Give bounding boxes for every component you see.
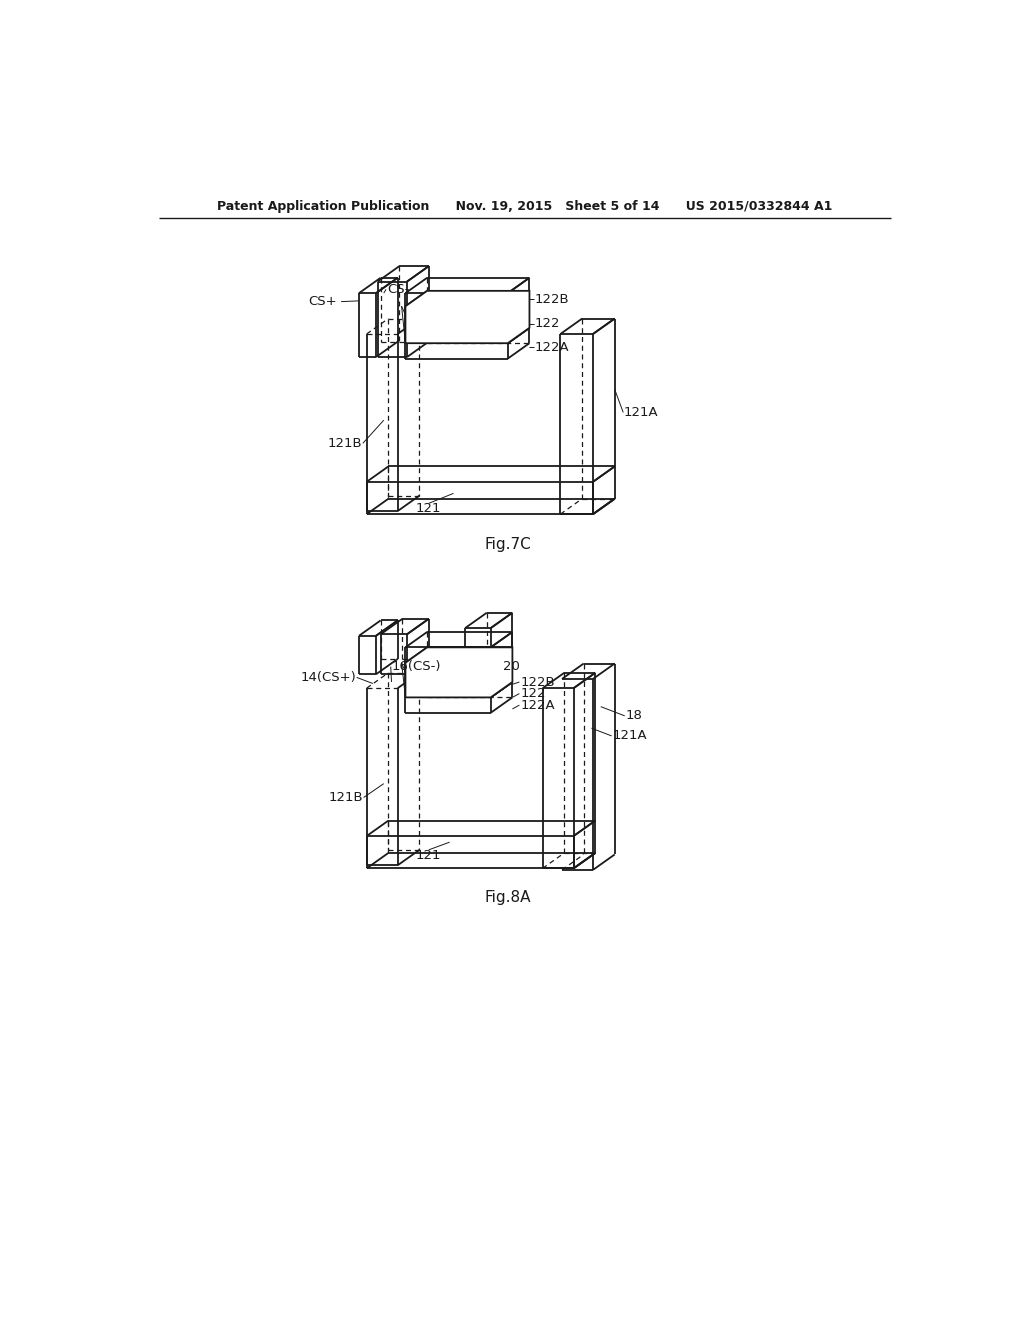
Polygon shape — [406, 647, 512, 697]
Text: 122B: 122B — [520, 676, 555, 689]
Text: 121A: 121A — [624, 407, 658, 418]
Text: 20: 20 — [503, 660, 520, 673]
Text: Fig.7C: Fig.7C — [484, 537, 531, 553]
Text: 121: 121 — [416, 502, 441, 515]
Text: 121B: 121B — [328, 437, 362, 450]
Text: CS+: CS+ — [308, 296, 337, 308]
Text: Patent Application Publication      Nov. 19, 2015   Sheet 5 of 14      US 2015/0: Patent Application Publication Nov. 19, … — [217, 199, 833, 213]
Text: 122: 122 — [535, 317, 560, 330]
Text: 18: 18 — [626, 709, 642, 722]
Text: 121A: 121A — [612, 730, 647, 742]
Text: 121: 121 — [416, 849, 441, 862]
Text: 122B: 122B — [535, 293, 569, 306]
Text: 14(CS+): 14(CS+) — [300, 671, 356, 684]
Polygon shape — [406, 290, 529, 343]
Text: 122: 122 — [520, 686, 546, 700]
Text: 122A: 122A — [535, 341, 569, 354]
Text: CS-: CS- — [387, 282, 410, 296]
Text: 121B: 121B — [329, 791, 362, 804]
Text: 16(CS-): 16(CS-) — [391, 660, 441, 673]
Text: 122A: 122A — [520, 698, 555, 711]
Text: Fig.8A: Fig.8A — [484, 890, 531, 906]
